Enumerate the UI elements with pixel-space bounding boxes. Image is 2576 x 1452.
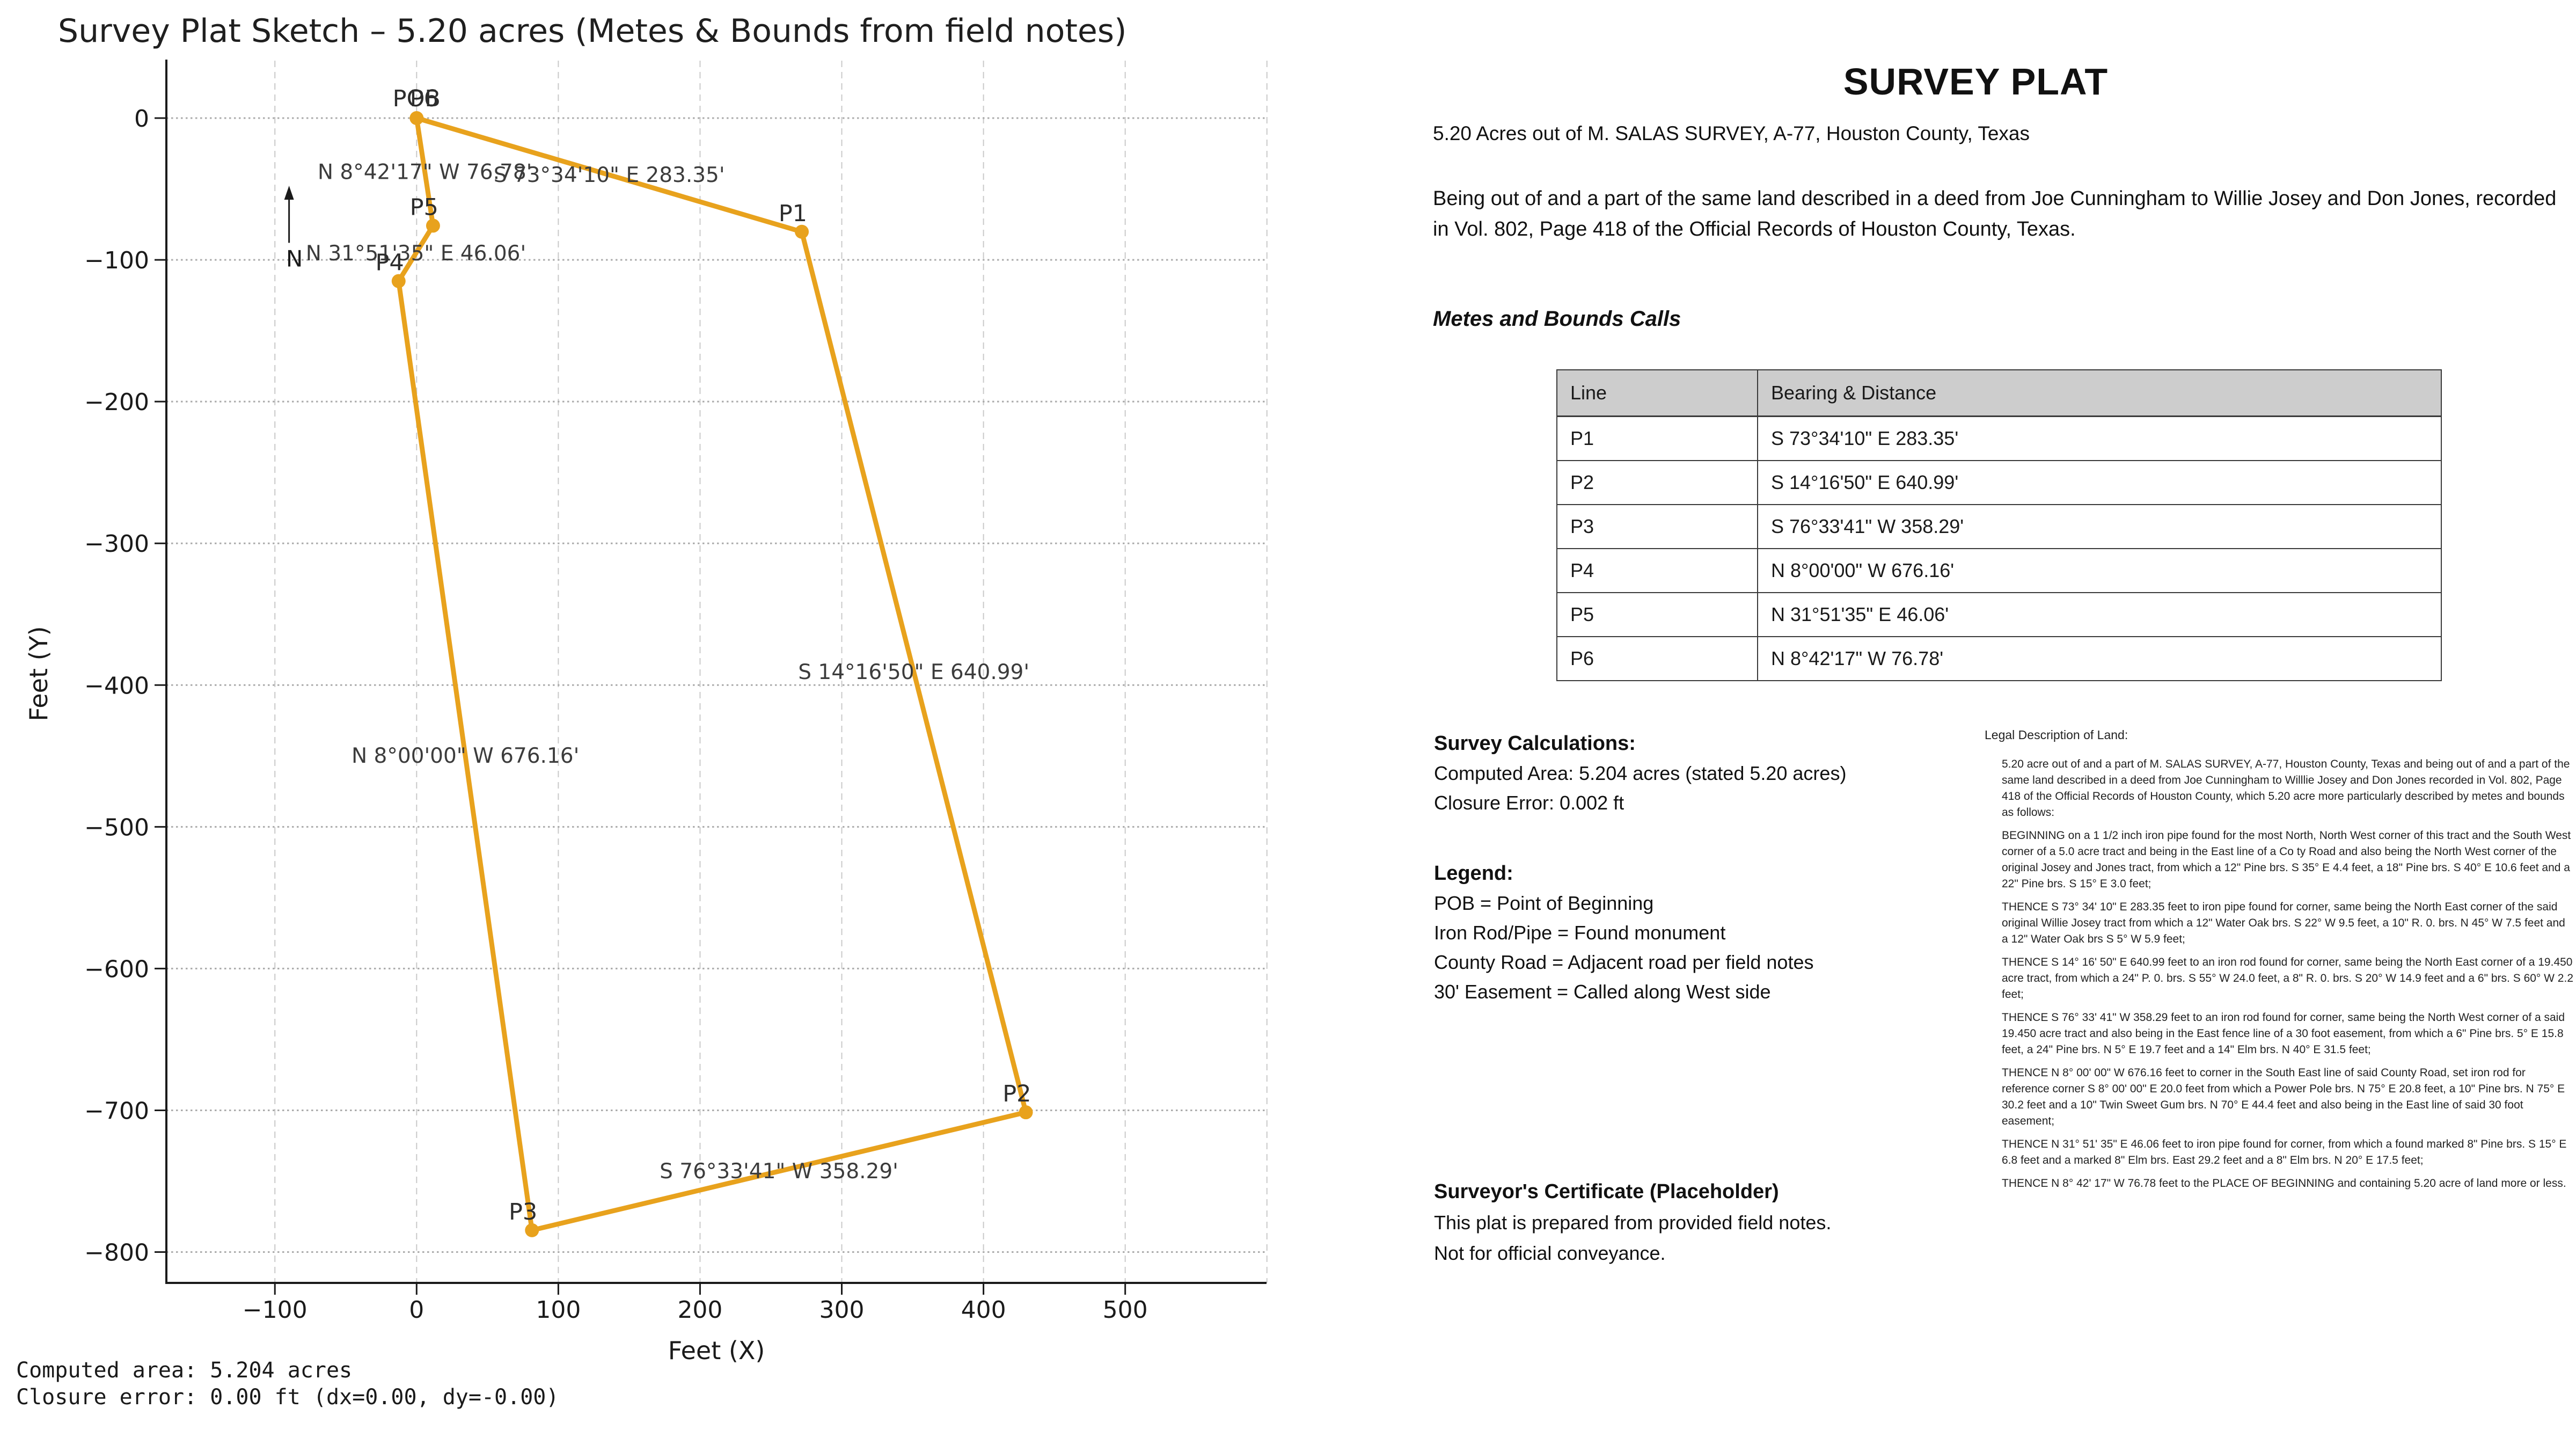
plot-axes [165,60,1267,1284]
svg-text:P5: P5 [410,194,438,221]
document-title: SURVEY PLAT [1843,61,2109,103]
svg-text:500: 500 [1103,1296,1148,1324]
svg-text:N 31°51'35" E 46.06': N 31°51'35" E 46.06' [306,242,526,266]
svg-text:300: 300 [819,1296,865,1324]
certificate-line: This plat is prepared from provided fiel… [1434,1212,1832,1234]
svg-text:P4: P4 [375,250,404,276]
svg-text:P1: P1 [779,200,807,227]
svg-text:P6: P6 [410,85,438,112]
calls-heading: Metes and Bounds Calls [1433,307,1681,331]
surveyors-certificate: Surveyor's Certificate (Placeholder) Thi… [1434,1177,1831,1268]
legend-item: Iron Rod/Pipe = Found monument [1434,922,1726,944]
line-cell: P3 [1556,504,1758,549]
line-cell: P4 [1556,548,1758,593]
svg-text:N 8°42'17" W 76.78': N 8°42'17" W 76.78' [318,160,532,184]
svg-text:100: 100 [536,1296,581,1324]
legal-paragraph: THENCE S 76° 33' 41" W 358.29 feet to an… [2002,1011,2565,1056]
table-row: P1 S 73°34'10" E 283.35' [1556,415,2442,461]
line-cell: P1 [1556,415,1758,461]
legal-paragraph: THENCE N 8° 42' 17" W 76.78 feet to the … [2002,1177,2566,1190]
survey-plat-document: SURVEY PLAT 5.20 Acres out of M. SALAS S… [1375,0,2576,1449]
svg-text:N 8°00'00" W 676.16': N 8°00'00" W 676.16' [352,744,579,768]
legal-heading: Legal Description of Land: [1985,728,2128,742]
computed-area-line: Computed Area: 5.204 acres (stated 5.20 … [1434,762,1847,784]
legal-paragraph: THENCE S 73° 34' 10" E 283.35 feet to ir… [2002,901,2565,945]
x-axis-label: Feet (X) [668,1336,765,1365]
table-header-row: Line Bearing & Distance [1556,369,2442,417]
plot-title: Survey Plat Sketch – 5.20 acres (Metes &… [58,12,1126,50]
svg-text:S 14°16'50" E 640.99': S 14°16'50" E 640.99' [798,660,1029,684]
bearing-cell: N 31°51'35" E 46.06' [1757,592,2442,637]
svg-text:−300: −300 [84,530,149,558]
legal-paragraph: 5.20 acre out of and a part of M. SALAS … [2002,758,2570,819]
line-cell: P5 [1556,592,1758,637]
legend-heading: Legend: [1434,862,1513,885]
vertex-markers [391,111,1033,1237]
plat-sketch-panel: Survey Plat Sketch – 5.20 acres (Metes &… [16,12,1268,1410]
closure-error-line: Closure Error: 0.002 ft [1434,792,1624,814]
table-row: P5 N 31°51'35" E 46.06' [1556,592,2442,637]
table-row: P2 S 14°16'50" E 640.99' [1556,460,2442,505]
col-header-line: Line [1556,369,1758,417]
closure-error-text: Closure error: 0.00 ft (dx=0.00, dy=-0.0… [16,1385,559,1410]
plot-tick-labels: −100 0 100 200 300 400 500 0 −100 −200 −300 −400 −50… [84,105,1148,1324]
survey-calculations: Survey Calculations: Computed Area: 5.20… [1434,729,1846,818]
bearing-labels: S 73°34'10" E 283.35' S 14°16'50" E 640.9… [306,160,1029,1184]
svg-text:0: 0 [409,1296,424,1324]
bearing-cell: S 14°16'50" E 640.99' [1757,460,2442,505]
computed-area-text: Computed area: 5.204 acres [16,1358,352,1383]
line-cell: P2 [1556,460,1758,505]
table-row: P6 N 8°42'17" W 76.78' [1556,636,2442,681]
legend-item: 30' Easement = Called along West side [1434,981,1771,1003]
svg-text:−100: −100 [243,1296,308,1324]
legend: Legend: POB = Point of Beginning Iron Ro… [1434,859,1813,1006]
svg-text:N: N [286,245,303,272]
svg-text:−200: −200 [84,389,149,416]
legal-paragraph: THENCE S 14° 16' 50" E 640.99 feet to an… [2002,956,2574,1001]
svg-text:S 76°33'41" W 358.29': S 76°33'41" W 358.29' [660,1159,898,1184]
line-cell: P6 [1556,636,1758,681]
bearing-cell: S 76°33'41" W 358.29' [1757,504,2442,549]
legend-item: POB = Point of Beginning [1434,892,1654,914]
svg-text:0: 0 [134,105,149,133]
svg-text:S 73°34'10" E 283.35': S 73°34'10" E 283.35' [494,163,725,187]
table-row: P4 N 8°00'00" W 676.16' [1556,548,2442,593]
svg-text:POB: POB [393,85,441,112]
svg-text:−400: −400 [84,672,149,699]
survey-plot: Survey Plat Sketch – 5.20 acres (Metes &… [16,12,1268,1410]
svg-text:200: 200 [677,1296,722,1324]
svg-text:P2: P2 [1002,1081,1031,1107]
svg-text:−500: −500 [84,814,149,841]
svg-text:P3: P3 [509,1199,537,1225]
certificate-heading: Surveyor's Certificate (Placeholder) [1434,1180,1779,1203]
svg-text:−600: −600 [84,955,149,983]
plot-gridlines [166,61,1268,1283]
svg-text:400: 400 [961,1296,1006,1324]
y-axis-label: Feet (Y) [24,626,53,721]
bearing-cell: N 8°00'00" W 676.16' [1757,548,2442,593]
legal-paragraph: BEGINNING on a 1 1/2 inch iron pipe foun… [2002,829,2571,890]
document-intro: Being out of and a part of the same land… [1433,187,2557,240]
table-row: P3 S 76°33'41" W 358.29' [1556,504,2442,549]
calcs-heading: Survey Calculations: [1434,732,1636,755]
legal-paragraph: THENCE N 8° 00' 00" W 676.16 feet to cor… [2002,1067,2565,1127]
legend-item: County Road = Adjacent road per field no… [1434,951,1814,973]
legal-description: Legal Description of Land: 5.20 acre out… [1985,728,2574,1199]
certificate-line: Not for official conveyance. [1434,1242,1666,1264]
north-arrow: N [284,186,303,272]
svg-text:−800: −800 [84,1239,149,1267]
svg-text:−700: −700 [84,1097,149,1125]
bearing-cell: N 8°42'17" W 76.78' [1757,636,2442,681]
legal-paragraph: THENCE N 31° 51' 35" E 46.06 feet to iro… [2002,1138,2567,1166]
plot-ticks [155,117,1126,1295]
metes-bounds-table: Line Bearing & Distance P1 S 73°34'10" E… [1556,369,2442,681]
vertex-labels: POB P1 P2 P3 P4 P5 P6 [375,85,1031,1225]
svg-text:−100: −100 [84,247,149,274]
bearing-cell: S 73°34'10" E 283.35' [1757,415,2442,461]
col-header-bearing: Bearing & Distance [1757,369,2442,417]
document-subtitle: 5.20 Acres out of M. SALAS SURVEY, A-77,… [1433,122,2030,144]
